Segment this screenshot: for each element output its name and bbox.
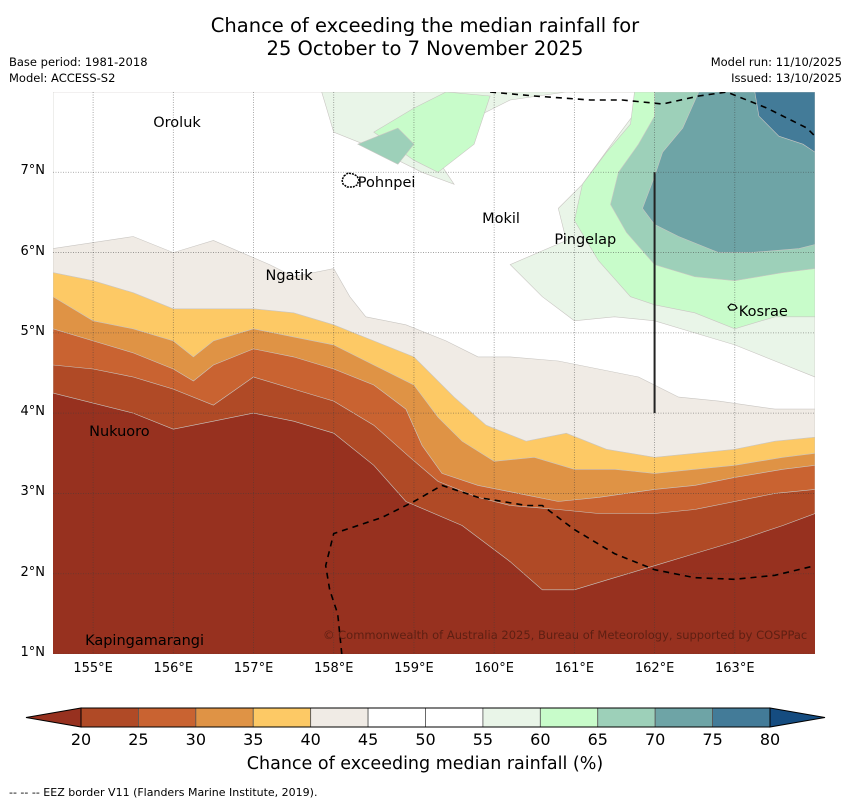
colorbar-tick-label: 60 <box>530 730 551 749</box>
colorbar-tick-label: 25 <box>128 730 149 749</box>
longitude-tick-label: 156°E <box>153 661 194 676</box>
colorbar-tick-label: 75 <box>702 730 723 749</box>
colorbar-tick-label: 80 <box>759 730 781 749</box>
contour-band-65-70 <box>357 127 415 165</box>
base-period: Base period: 1981-2018 <box>9 55 148 69</box>
forecast-map <box>53 92 815 654</box>
place-label-kapingamarangi: Kapingamarangi <box>85 632 205 649</box>
colorbar-tick-label: 20 <box>70 730 92 749</box>
longitude-tick-label: 155°E <box>73 661 113 676</box>
contour-band-75-80 <box>754 92 815 153</box>
island-outlines <box>341 172 738 311</box>
eez-border-footnote: -- -- -- EEZ border V11 (Flanders Marine… <box>9 786 318 799</box>
place-label-oroluk: Oroluk <box>153 115 201 132</box>
colorbar-bin-60-65 <box>539 707 599 728</box>
place-label-kosrae: Kosrae <box>738 303 788 320</box>
colorbar-tick-label: 40 <box>300 730 321 749</box>
eez-border-line <box>324 484 815 654</box>
colorbar-tick-label: 50 <box>415 730 436 749</box>
colorbar-over-arrow <box>769 707 826 728</box>
model-run-date: Model run: 11/10/2025 <box>710 55 842 69</box>
colorbar-bin-70-75 <box>654 707 713 728</box>
model-name: Model: ACCESS-S2 <box>9 71 116 85</box>
title-line-1: Chance of exceeding the median rainfall … <box>210 14 640 37</box>
graticule <box>53 92 815 654</box>
colorbar-bin-50-55 <box>425 707 484 728</box>
colorbar <box>25 707 826 728</box>
copyright-notice: © Commonwealth of Australia 2025, Bureau… <box>323 628 808 642</box>
longitude-tick-label: 159°E <box>394 661 434 676</box>
latitude-tick-label: 1°N <box>20 645 46 660</box>
longitude-tick-label: 158°E <box>313 661 354 676</box>
latitude-tick-label: 4°N <box>20 404 46 420</box>
colorbar-bin-45-50 <box>367 707 426 728</box>
latitude-tick-label: 3°N <box>20 484 46 500</box>
colorbar-bin-25-30 <box>138 707 197 728</box>
meta-left: Base period: 1981-2018 Model: ACCESS-S2 <box>9 54 148 86</box>
colorbar-bin-20-25 <box>80 707 139 728</box>
overlays <box>324 92 815 654</box>
colorbar-tick-label: 70 <box>644 730 666 749</box>
place-label-pohnpei: Pohnpei <box>357 175 416 192</box>
pohnpei-island-outline <box>341 172 360 188</box>
latitude-tick-label: 5°N <box>20 323 46 339</box>
place-label-nukuoro: Nukuoro <box>89 424 150 441</box>
eez-border-line <box>490 92 815 137</box>
colorbar-bin-65-70 <box>597 707 656 728</box>
colorbar-bin-30-35 <box>195 707 254 728</box>
longitude-tick-label: 157°E <box>233 661 274 676</box>
colorbar-bin-55-60 <box>482 707 541 728</box>
colorbar-frame <box>80 707 771 728</box>
longitude-tick-label: 160°E <box>474 661 514 676</box>
longitude-tick-label: 163°E <box>715 661 755 676</box>
meta-right: Model run: 11/10/2025 Issued: 13/10/2025 <box>711 54 842 86</box>
chart-title: Chance of exceeding the median rainfall … <box>0 14 850 60</box>
colorbar-tick-label: 65 <box>587 730 608 749</box>
place-label-ngatik: Ngatik <box>265 267 313 284</box>
place-label-mokil: Mokil <box>482 211 520 228</box>
title-line-2: 25 October to 7 November 2025 <box>266 37 584 60</box>
kosrae-island-outline <box>727 303 738 311</box>
colorbar-tick-label: 35 <box>243 730 264 749</box>
colorbar-tick-label: 45 <box>357 730 379 749</box>
longitude-tick-label: 161°E <box>554 661 595 676</box>
colorbar-tick-label: 55 <box>472 730 494 749</box>
longitude-tick-label: 162°E <box>634 661 675 676</box>
colorbar-bin-35-40 <box>252 707 312 728</box>
contour-fills <box>53 92 815 654</box>
place-label-pingelap: Pingelap <box>554 231 617 248</box>
latitude-tick-label: 6°N <box>20 243 46 259</box>
colorbar-under-arrow <box>25 707 82 728</box>
colorbar-bin-75-80 <box>712 707 771 728</box>
issued-date: Issued: 13/10/2025 <box>731 71 842 85</box>
colorbar-tick-label: 30 <box>185 730 207 749</box>
colorbar-bin-40-45 <box>310 707 369 728</box>
latitude-tick-label: 7°N <box>20 163 46 179</box>
colorbar-label: Chance of exceeding median rainfall (%) <box>246 754 604 774</box>
latitude-tick-label: 2°N <box>20 564 46 580</box>
